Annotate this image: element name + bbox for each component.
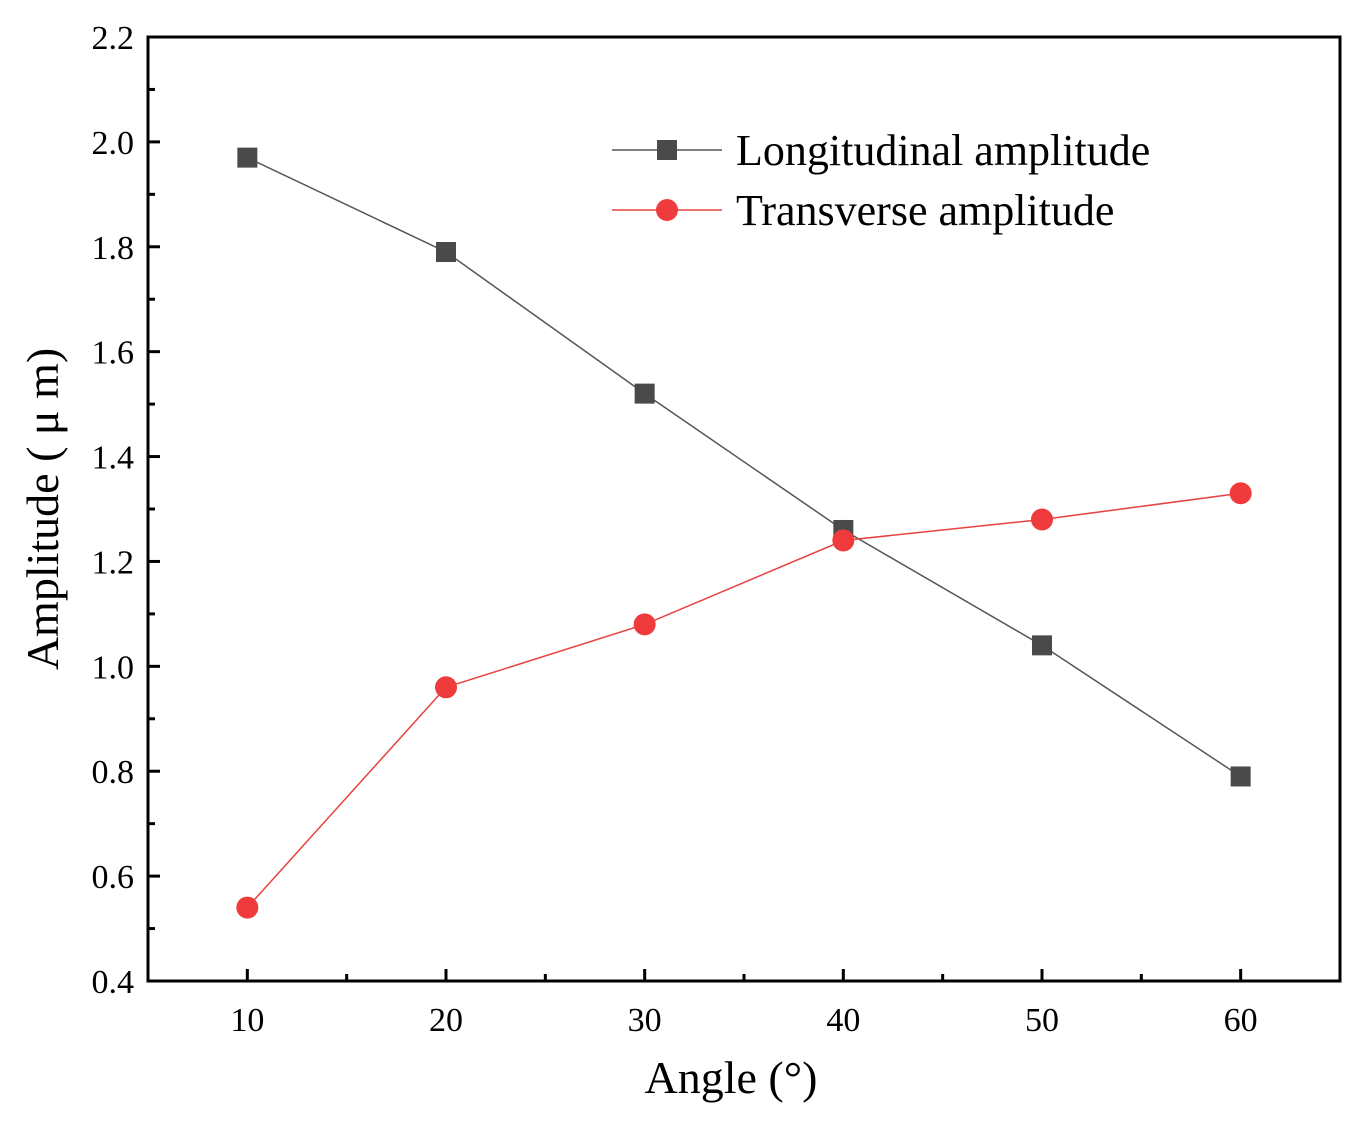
y-tick-label: 0.8 (92, 754, 135, 791)
x-tick-label: 20 (429, 1002, 463, 1039)
data-point (435, 676, 457, 699)
series-line (246, 492, 1241, 909)
y-tick-label: 0.4 (92, 964, 135, 1001)
x-tick-label: 30 (628, 1002, 662, 1039)
y-tick-label: 1.6 (92, 335, 135, 372)
series-line (246, 156, 1242, 778)
data-point (1032, 635, 1052, 656)
x-tick-label: 10 (230, 1002, 264, 1039)
legend-marker (657, 140, 677, 160)
y-tick-label: 1.0 (92, 649, 135, 686)
labels-layer: 10 20 30 40 50 60 0.4 0.6 0.8 1.0 1.2 1.4 1.6 1.8 2.0 2… (92, 20, 1258, 1039)
x-tick-label: 60 (1224, 1002, 1258, 1039)
y-tick-label: 1.2 (92, 544, 135, 581)
x-axis-title: Angle (°) (645, 1052, 818, 1103)
y-tick-label: 1.4 (92, 440, 135, 477)
y-tick-label: 1.8 (92, 230, 135, 267)
y-tick-label: 2.2 (92, 20, 135, 57)
series-layer (236, 147, 1252, 919)
x-tick-label: 40 (826, 1002, 860, 1039)
data-point (1229, 482, 1252, 505)
data-point (1230, 766, 1251, 787)
legend: Longitudinal amplitude Transverse amplitu… (612, 126, 1150, 235)
x-tick-label: 50 (1025, 1002, 1059, 1039)
y-tick-label: 0.6 (92, 859, 135, 896)
legend-marker (656, 199, 678, 221)
legend-label: Transverse amplitude (736, 186, 1114, 235)
y-axis-title: Amplitude ( μ m) (17, 348, 68, 670)
data-point (1031, 508, 1053, 531)
series-transverse (236, 482, 1252, 919)
y-tick-label: 2.0 (92, 125, 135, 162)
ticks-layer (148, 35, 1243, 983)
data-point (436, 242, 456, 263)
data-point (832, 529, 855, 552)
data-point (633, 613, 656, 636)
data-point (236, 896, 259, 919)
plot-frame (146, 35, 1342, 983)
legend-label: Longitudinal amplitude (736, 126, 1150, 175)
data-point (237, 147, 258, 168)
series-longitudinal (237, 147, 1251, 787)
data-point (634, 383, 655, 404)
